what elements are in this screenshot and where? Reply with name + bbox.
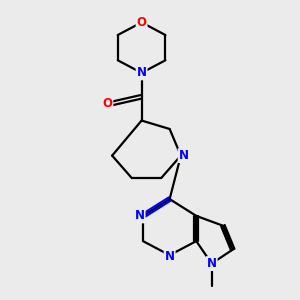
Text: O: O	[102, 97, 112, 110]
Text: N: N	[179, 149, 189, 162]
Text: N: N	[136, 66, 147, 80]
Text: O: O	[136, 16, 147, 29]
Text: N: N	[135, 209, 145, 222]
Text: N: N	[165, 250, 175, 263]
Text: N: N	[207, 257, 217, 270]
